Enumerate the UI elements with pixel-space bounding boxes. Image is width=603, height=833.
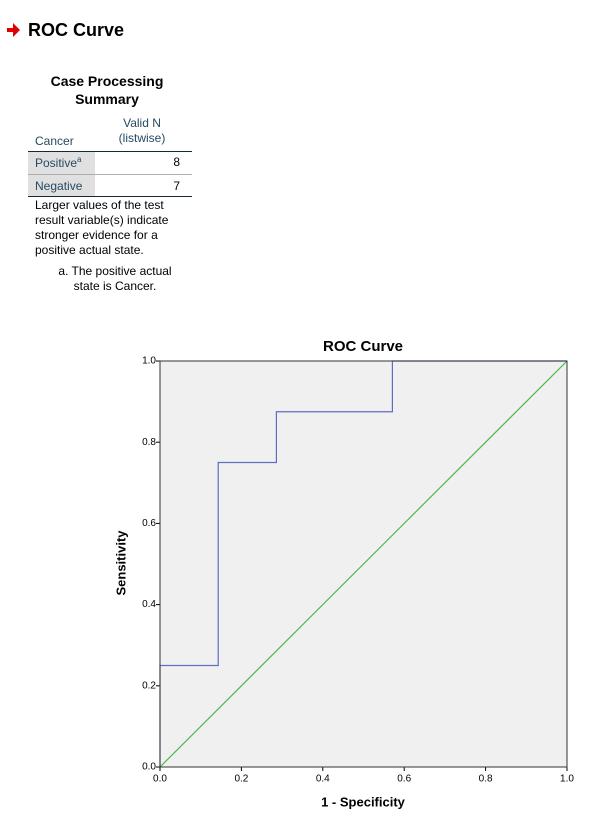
y-tick-label: 0.0 — [142, 762, 156, 773]
row-label: Positivea — [35, 155, 81, 170]
rule — [28, 196, 192, 197]
x-tick-label: 0.0 — [153, 774, 167, 785]
chart-title: ROC Curve — [323, 338, 403, 355]
footnote: a. The positive actual state is Cancer. — [58, 264, 172, 293]
y-tick-label: 0.2 — [142, 680, 156, 691]
y-axis-label: Sensitivity — [113, 530, 128, 596]
rule — [28, 174, 192, 175]
x-tick-label: 0.8 — [479, 774, 493, 785]
plot-background — [160, 361, 567, 767]
heading: ROC Curve — [28, 20, 125, 40]
cell-value: 8 — [173, 155, 180, 169]
plot-frame — [159, 360, 568, 768]
row-label-text: Positive — [35, 156, 78, 170]
y-tick-label: 0.6 — [142, 518, 156, 529]
x-tick-label: 1.0 — [560, 774, 574, 785]
x-tick-label: 0.2 — [234, 774, 248, 785]
rule — [28, 151, 192, 152]
y-tick-label: 1.0 — [142, 356, 156, 367]
cell-value: 7 — [173, 179, 180, 193]
table-note: Larger values of the test result variabl… — [35, 198, 169, 257]
column-header: Valid N (listwise) — [118, 116, 166, 145]
row-header: Cancer — [35, 134, 74, 148]
roc-line — [159, 360, 567, 767]
x-axis-label: 1 - Specificity — [321, 794, 406, 809]
row-label: Negative — [35, 179, 83, 193]
table-title: Case Processing Summary — [50, 73, 164, 107]
roc-line — [159, 360, 568, 768]
arrow-icon — [7, 23, 20, 37]
arrow — [7, 23, 20, 37]
y-tick-label: 0.4 — [142, 599, 156, 610]
x-tick-label: 0.6 — [397, 774, 411, 785]
x-tick-label: 0.4 — [316, 774, 330, 785]
y-tick-label: 0.8 — [142, 437, 156, 448]
footnote-mark: a — [77, 155, 82, 164]
